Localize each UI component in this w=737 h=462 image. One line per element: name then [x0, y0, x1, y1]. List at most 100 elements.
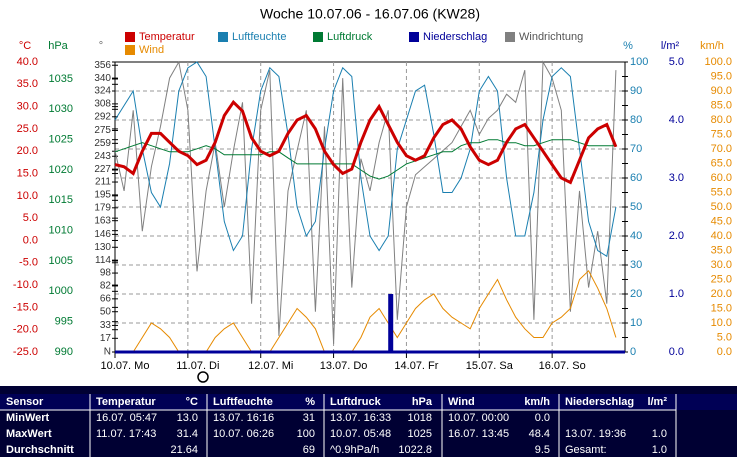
table-value: 69: [303, 444, 315, 456]
y-tick-label: 60: [630, 172, 642, 184]
table-time: 10.07. 06:26: [213, 428, 274, 440]
y-tick-label: 70.0: [711, 143, 732, 155]
y-tick-label: 15.0: [711, 302, 732, 314]
chart-title: Woche 10.07.06 - 16.07.06 (KW28): [260, 6, 480, 22]
series-line: [114, 139, 616, 180]
y-tick-label: 0.0: [23, 234, 38, 246]
axis-unit: °: [99, 40, 103, 52]
y-tick-label: 50: [630, 201, 642, 213]
legend-swatch: [125, 32, 135, 42]
y-tick-label: 0: [630, 346, 636, 358]
table-time: 13.07. 16:33: [330, 412, 391, 424]
legend-swatch: [505, 32, 515, 42]
y-tick-label: 1030: [49, 103, 73, 115]
y-tick-label: 90.0: [711, 85, 732, 97]
table-value: 1.0: [652, 444, 667, 456]
y-tick-label: 35.0: [711, 244, 732, 256]
y-tick-label: 243: [94, 151, 111, 162]
x-tick-label: 12.07. Mi: [248, 360, 293, 372]
y-tick-label: 2.0: [669, 230, 684, 242]
y-tick-label: 25.0: [711, 273, 732, 285]
table-time: 11.07. 17:43: [96, 428, 156, 440]
y-tick-label: 308: [94, 99, 111, 110]
table-value: 9.5: [535, 444, 550, 456]
legend-swatch: [409, 32, 419, 42]
y-tick-label: 33: [100, 320, 112, 331]
y-tick-label: 66: [100, 293, 112, 304]
y-tick-label: 70: [630, 143, 642, 155]
y-tick-label: 1015: [49, 194, 73, 206]
y-tick-label: 5.0: [717, 331, 732, 343]
y-tick-label: 98: [100, 268, 112, 279]
legend-swatch: [125, 45, 135, 55]
y-tick-label: 10.0: [711, 317, 732, 329]
table-value: 1025: [408, 428, 432, 440]
y-tick-label: 0.0: [717, 346, 732, 358]
table-header: Wind: [448, 396, 475, 408]
x-tick-label: 15.07. Sa: [466, 360, 514, 372]
y-tick-label: 40: [630, 230, 642, 242]
y-tick-label: 35.0: [17, 78, 38, 90]
series-line: [114, 61, 617, 258]
axis-unit: km/h: [700, 40, 724, 52]
y-tick-label: -10.0: [13, 279, 38, 291]
y-tick-label: 227: [94, 164, 111, 175]
y-tick-label: 324: [94, 86, 111, 97]
y-tick-label: 40.0: [17, 56, 38, 68]
table-time: 13.07. 19:36: [565, 428, 626, 440]
bar: [388, 294, 394, 352]
y-tick-label: 17: [100, 333, 112, 344]
y-tick-label: 30.0: [17, 101, 38, 113]
series-line: [114, 99, 618, 185]
y-tick-label: 40.0: [711, 230, 732, 242]
y-tick-label: 1035: [49, 73, 73, 85]
table-value: 1.0: [652, 428, 667, 440]
y-tick-label: 340: [94, 73, 111, 84]
y-tick-label: 995: [55, 316, 73, 328]
table-unit: hPa: [412, 396, 433, 408]
y-tick-label: 259: [94, 138, 111, 149]
legend-label: Windrichtung: [519, 31, 583, 43]
axis-unit: hPa: [48, 40, 68, 52]
y-tick-label: 10: [630, 317, 642, 329]
y-tick-label: 163: [94, 215, 111, 226]
y-tick-label: 20: [630, 288, 642, 300]
cursor-marker: [197, 371, 209, 383]
y-tick-label: 80: [630, 114, 642, 126]
table-unit: %: [305, 396, 315, 408]
y-tick-label: 15.0: [17, 167, 38, 179]
table-value: 31.4: [177, 428, 198, 440]
table-value: 100: [297, 428, 315, 440]
table-time: 16.07. 05:47: [96, 412, 157, 424]
y-tick-label: 75.0: [711, 128, 732, 140]
table-value: 13.0: [177, 412, 198, 424]
axis-unit: °C: [19, 40, 31, 52]
table-header: Luftdruck: [330, 396, 382, 408]
axis-unit: l/m²: [661, 40, 680, 52]
table-time: Gesamt:: [565, 444, 607, 456]
table-header: Temperatur: [96, 396, 156, 408]
table-time: ^0.9hPa/h: [330, 444, 379, 456]
series-line: [114, 60, 617, 344]
y-tick-label: 1010: [49, 225, 73, 237]
y-tick-label: 80.0: [711, 114, 732, 126]
table-value: 1018: [408, 412, 432, 424]
axis-unit: %: [623, 40, 633, 52]
y-tick-label: -20.0: [13, 324, 38, 336]
x-tick-label: 10.07. Mo: [101, 360, 150, 372]
y-tick-label: 1005: [49, 255, 73, 267]
y-tick-label: 211: [95, 177, 111, 188]
y-tick-label: 990: [55, 346, 73, 358]
y-tick-label: 30: [630, 259, 642, 271]
y-tick-label: 1000: [49, 285, 73, 297]
table-row-label: MinWert: [6, 412, 50, 424]
y-tick-label: 1.0: [669, 288, 684, 300]
x-tick-label: 14.07. Fr: [394, 360, 438, 372]
y-tick-label: 130: [94, 242, 111, 253]
table-unit: °C: [186, 396, 198, 408]
y-tick-label: 82: [100, 281, 112, 292]
table-time: 10.07. 05:48: [330, 428, 391, 440]
legend-label: Luftdruck: [327, 31, 373, 43]
y-tick-label: 65.0: [711, 157, 732, 169]
y-tick-label: 0.0: [669, 346, 684, 358]
